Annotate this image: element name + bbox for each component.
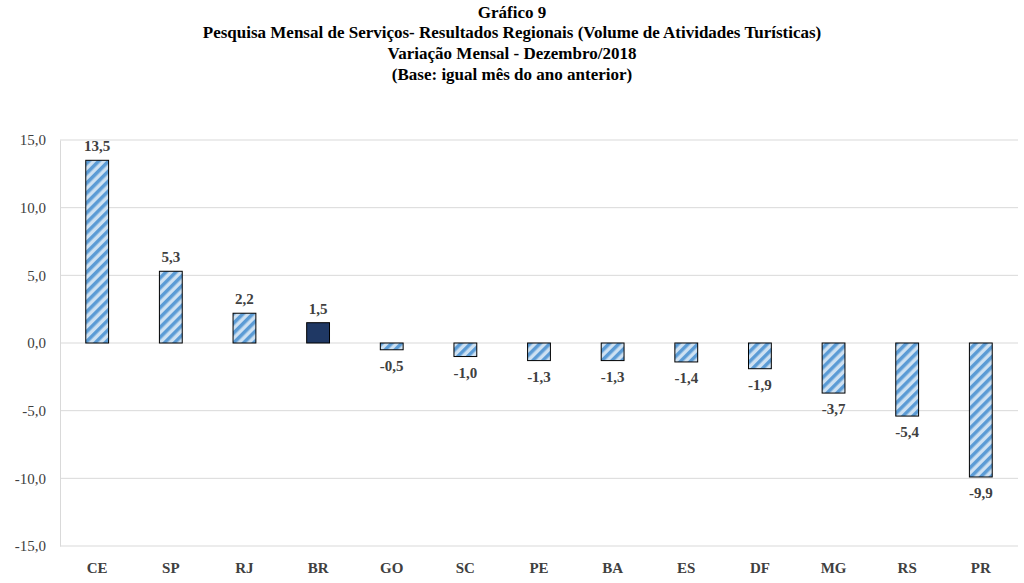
tick-label: 0,0	[27, 335, 46, 351]
category-label: DF	[750, 560, 770, 576]
x-axis: CE SP RJ BR GO SC PE BA ES DF MG RS PR	[87, 560, 991, 576]
category-label: BA	[602, 560, 623, 576]
bar	[896, 343, 919, 416]
grid-line	[60, 275, 1018, 276]
title: Gráfico 9	[478, 3, 546, 22]
category-label: MG	[821, 560, 847, 576]
category-label: BR	[308, 560, 329, 576]
tick-label: 5,0	[27, 268, 46, 284]
category-label: PE	[529, 560, 548, 576]
data-label: -1,0	[453, 365, 477, 381]
grid	[60, 140, 1018, 546]
grid-line	[60, 478, 1018, 479]
tick: -5,0	[22, 403, 60, 419]
bar	[86, 160, 109, 343]
category-label: GO	[380, 560, 403, 576]
chart: Gráfico 9Pesquisa Mensal de Serviços- Re…	[0, 0, 1024, 583]
bar	[454, 343, 477, 357]
grid-line	[60, 207, 1018, 208]
data-label: 2,2	[235, 291, 254, 307]
category-label: RJ	[235, 560, 254, 576]
data-label: 1,5	[309, 301, 328, 317]
axis-line	[60, 141, 61, 547]
data-label: -1,4	[674, 370, 698, 386]
bar	[159, 271, 182, 343]
tick-label: -10,0	[15, 471, 46, 487]
category-label: CE	[87, 560, 108, 576]
data-label: -3,7	[822, 401, 846, 417]
bar	[822, 343, 845, 393]
data-label: -1,9	[748, 377, 772, 393]
tick-label: 15,0	[20, 132, 46, 148]
grid-line	[60, 140, 1018, 141]
tick: 15,0	[20, 132, 60, 148]
bar	[307, 323, 330, 343]
bars	[86, 160, 992, 477]
bar	[380, 343, 403, 350]
bar	[675, 343, 698, 362]
data-label: -5,4	[895, 424, 919, 440]
category-label: PR	[971, 560, 991, 576]
bar	[969, 343, 992, 477]
data-label: 13,5	[84, 138, 110, 154]
tick: 10,0	[20, 200, 60, 216]
tick-label: -5,0	[22, 403, 46, 419]
tick: -10,0	[15, 471, 60, 487]
bar	[601, 343, 624, 361]
category-label: SC	[456, 560, 475, 576]
data-label: -0,5	[380, 358, 404, 374]
data-label: -1,3	[527, 369, 551, 385]
category-label: SP	[162, 560, 180, 576]
title: (Base: igual mês do ano anterior)	[392, 65, 632, 84]
title: Pesquisa Mensal de Serviços- Resultados …	[203, 23, 822, 42]
data-label: -9,9	[969, 485, 993, 501]
category-label: ES	[677, 560, 695, 576]
bar	[528, 343, 551, 361]
tick-label: -15,0	[15, 538, 46, 554]
grid-line	[60, 410, 1018, 411]
tick: 5,0	[27, 268, 60, 284]
data-label: -1,3	[601, 369, 625, 385]
grid-line	[60, 546, 1018, 547]
tick: 0,0	[27, 335, 60, 351]
bar	[748, 343, 771, 369]
y-axis: -15,0 -10,0 -5,0 0,0 5,0 10,0 15,0	[15, 132, 61, 554]
tick: -15,0	[15, 538, 60, 554]
title: Variação Mensal - Dezembro/2018	[388, 44, 637, 63]
tick-label: 10,0	[20, 200, 46, 216]
data-label: 5,3	[161, 249, 180, 265]
category-label: RS	[898, 560, 917, 576]
data-labels: 13,5 5,3 2,2 1,5 -0,5 -1,0 -1,3 -1,3 -1,4 -1,9 -3,…	[84, 138, 993, 501]
bar	[233, 313, 256, 343]
